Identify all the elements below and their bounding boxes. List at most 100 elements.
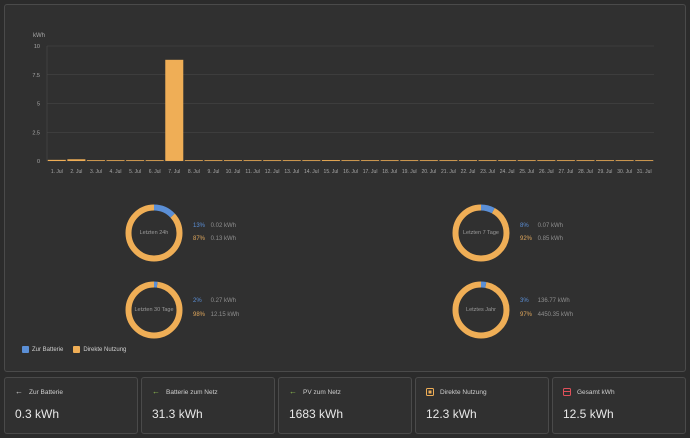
card-direct-usage[interactable]: Direkte Nutzung 12.3 kWh xyxy=(415,377,549,434)
x-tick-label: 2. Jul xyxy=(70,169,82,175)
bar xyxy=(419,160,438,161)
bar xyxy=(204,160,223,161)
card-total[interactable]: Gesamt kWh 12.5 kWh xyxy=(552,377,686,434)
x-tick-label: 22. Jul xyxy=(461,169,476,175)
direct-percent: 92% xyxy=(520,236,533,242)
x-tick-label: 14. Jul xyxy=(304,169,319,175)
card-pv-to-grid[interactable]: ← PV zum Netz 1683 kWh xyxy=(278,377,412,434)
battery-swatch xyxy=(22,346,29,353)
battery-slice xyxy=(452,204,510,262)
x-tick-label: 24. Jul xyxy=(500,169,515,175)
card-header: Gesamt kWh xyxy=(563,388,615,396)
battery-value: 0.27 kWh xyxy=(210,298,237,304)
card-title: Zur Batterie xyxy=(29,388,63,396)
x-tick-label: 27. Jul xyxy=(559,169,574,175)
bar xyxy=(224,160,243,161)
donut-direct-row: 98% 12.15 kWh xyxy=(193,311,239,319)
y-tick-label: 0 xyxy=(37,159,40,165)
donut-direct-row: 92% 0.85 kWh xyxy=(520,235,563,243)
x-tick-label: 30. Jul xyxy=(617,169,632,175)
bar xyxy=(86,160,105,161)
x-tick-label: 12. Jul xyxy=(265,169,280,175)
x-tick-label: 7. Jul xyxy=(168,169,180,175)
y-tick-label: 7.5 xyxy=(32,73,40,79)
x-tick-label: 17. Jul xyxy=(363,169,378,175)
y-axis-label: kWh xyxy=(33,33,45,39)
x-tick-label: 20. Jul xyxy=(421,169,436,175)
direct-value: 0.85 kWh xyxy=(537,236,564,242)
battery-slice xyxy=(452,281,510,339)
direct-percent: 98% xyxy=(193,312,206,318)
card-header: ← Batterie zum Netz xyxy=(152,388,218,396)
donut-direct-row: 97% 4450.35 kWh xyxy=(520,311,573,319)
bar xyxy=(47,159,66,161)
x-tick-label: 31. Jul xyxy=(637,169,652,175)
bar xyxy=(145,160,164,161)
chart-legend: Zur Batterie Direkte Nutzung xyxy=(22,346,126,353)
arrow-left-icon: ← xyxy=(289,387,297,396)
x-tick-label: 28. Jul xyxy=(578,169,593,175)
donut-24h: Letzten 24h 13% 0.02 kWh 87% 0.13 kWh xyxy=(124,203,244,263)
bar xyxy=(302,160,321,161)
y-tick-label: 5 xyxy=(37,102,40,108)
donut-battery-row: 8% 0.07 kWh xyxy=(520,222,563,230)
bar xyxy=(439,160,458,161)
direct-swatch xyxy=(73,346,81,353)
x-tick-label: 18. Jul xyxy=(382,169,397,175)
card-header: ← Zur Batterie xyxy=(15,388,63,396)
x-tick-label: 21. Jul xyxy=(441,169,456,175)
card-value: 31.3 kWh xyxy=(152,407,203,421)
bar xyxy=(596,160,615,161)
summary-cards: ← Zur Batterie 0.3 kWh ← Batterie zum Ne… xyxy=(4,377,686,434)
battery-value: 0.02 kWh xyxy=(210,223,237,229)
donut-battery-row: 13% 0.02 kWh xyxy=(193,222,236,230)
x-tick-label: 5. Jul xyxy=(129,169,141,175)
x-tick-label: 25. Jul xyxy=(519,169,534,175)
battery-percent: 3% xyxy=(520,298,529,304)
donut-label: Letzten 24h xyxy=(139,230,169,236)
x-tick-label: 16. Jul xyxy=(343,169,358,175)
direct-value: 4450.35 kWh xyxy=(537,312,574,318)
bar xyxy=(498,160,517,161)
legend-item-direct[interactable]: Direkte Nutzung xyxy=(73,346,126,353)
card-battery-to-grid[interactable]: ← Batterie zum Netz 31.3 kWh xyxy=(141,377,275,434)
card-value: 12.5 kWh xyxy=(563,407,614,421)
battery-slice xyxy=(125,204,183,262)
bar-chart: kWh 0 2.5 5 7.5 10 1. Jul 2. Jul 3. Jul 4. Jul 5. … xyxy=(32,33,654,175)
donut-chart xyxy=(452,204,510,262)
total-icon xyxy=(563,388,571,396)
card-value: 12.3 kWh xyxy=(426,407,477,421)
x-tick-label: 9. Jul xyxy=(207,169,219,175)
bar xyxy=(537,160,556,161)
card-header: ← PV zum Netz xyxy=(289,388,341,396)
card-title: PV zum Netz xyxy=(303,388,341,396)
card-title: Direkte Nutzung xyxy=(440,388,487,396)
x-tick-label: 23. Jul xyxy=(480,169,495,175)
x-tick-label: 6. Jul xyxy=(149,169,161,175)
donut-label: Letzten 30 Tage xyxy=(134,307,174,313)
bar xyxy=(576,160,595,161)
bar xyxy=(126,160,145,161)
arrow-left-icon: ← xyxy=(152,387,160,396)
x-tick-label: 29. Jul xyxy=(598,169,613,175)
x-tick-label: 8. Jul xyxy=(188,169,200,175)
donut-battery-row: 2% 0.27 kWh xyxy=(193,297,236,305)
bar xyxy=(184,160,203,161)
legend-label: Direkte Nutzung xyxy=(83,346,127,353)
legend-item-battery[interactable]: Zur Batterie xyxy=(22,346,63,353)
card-value: 0.3 kWh xyxy=(15,407,60,421)
x-tick-label: 15. Jul xyxy=(324,169,339,175)
x-tick-label: 19. Jul xyxy=(402,169,417,175)
battery-percent: 8% xyxy=(520,223,529,229)
arrow-left-icon: ← xyxy=(15,387,23,396)
bar xyxy=(243,160,262,161)
bar xyxy=(556,160,575,161)
direct-value: 0.13 kWh xyxy=(210,236,237,242)
x-tick-label: 10. Jul xyxy=(226,169,241,175)
card-battery[interactable]: ← Zur Batterie 0.3 kWh xyxy=(4,377,138,434)
battery-slice xyxy=(125,281,183,339)
x-tick-label: 26. Jul xyxy=(539,169,554,175)
bar xyxy=(321,160,340,161)
direct-usage-icon xyxy=(426,388,434,396)
x-tick-label: 11. Jul xyxy=(245,169,259,175)
